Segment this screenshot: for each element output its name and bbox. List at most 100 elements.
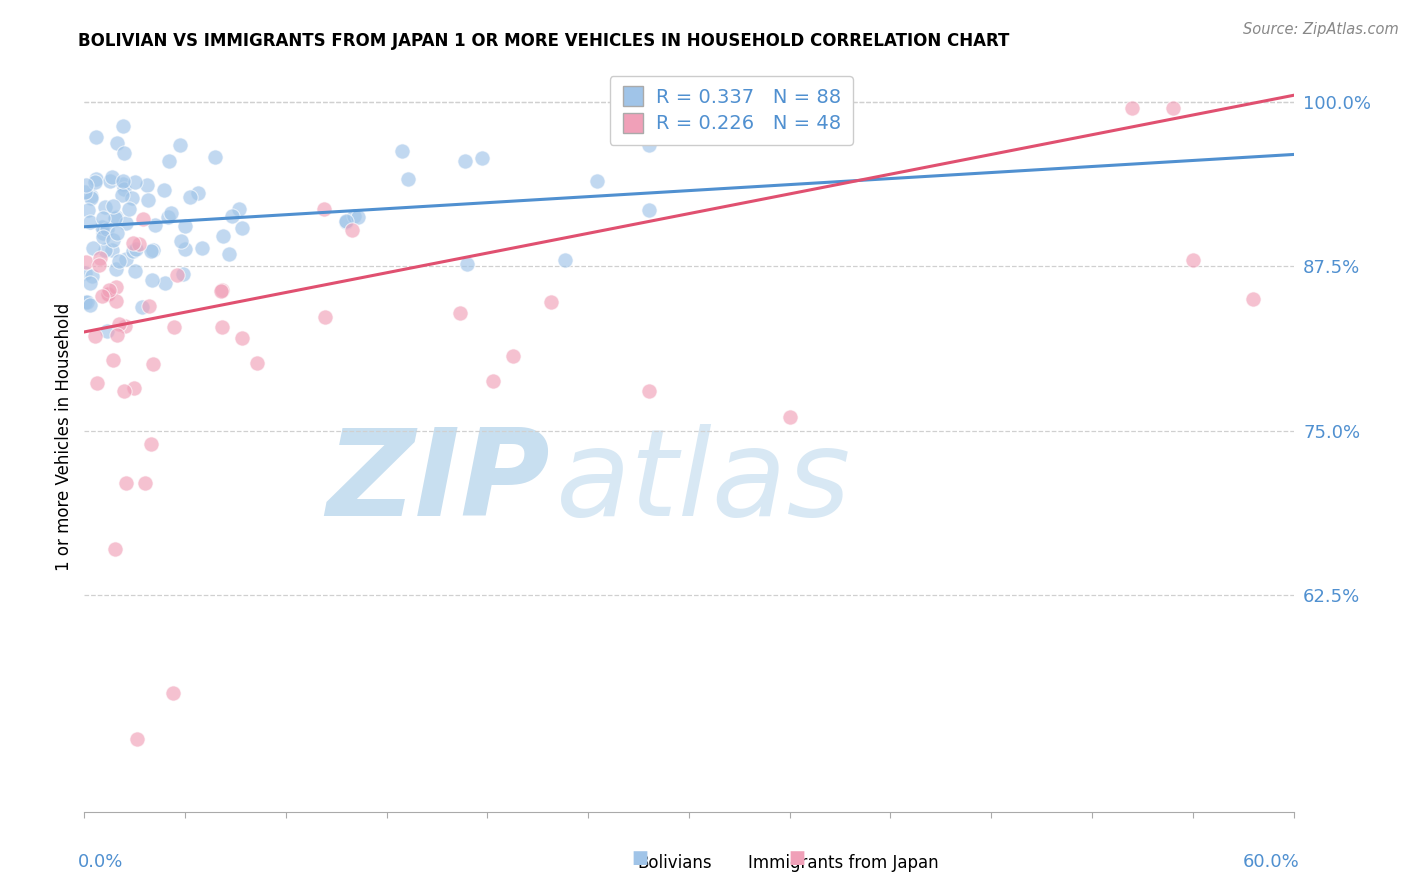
Point: [89, 251, 111, 265]
Point: [104, 541, 127, 556]
Point: [1241, 292, 1264, 306]
Point: [554, 253, 576, 268]
Text: Immigrants from Japan: Immigrants from Japan: [748, 855, 939, 872]
Point: [117, 202, 139, 217]
Point: [75, 254, 97, 268]
Point: [125, 242, 148, 256]
Text: 0.0%: 0.0%: [79, 853, 124, 871]
Point: [586, 173, 609, 187]
Point: [84, 329, 107, 343]
Point: [1121, 102, 1143, 116]
Point: [179, 189, 201, 203]
Point: [122, 381, 145, 395]
Point: [343, 209, 366, 223]
Point: [170, 234, 193, 248]
Point: [105, 262, 128, 277]
Point: [75, 266, 97, 280]
Point: [211, 319, 233, 334]
Point: [159, 206, 181, 220]
Point: [141, 272, 163, 286]
Point: [335, 214, 357, 228]
Point: [162, 686, 184, 700]
Text: ■: ■: [789, 849, 806, 867]
Point: [90, 219, 112, 234]
Point: [211, 284, 233, 298]
Point: [204, 150, 226, 164]
Point: [79, 276, 101, 290]
Point: [456, 257, 478, 271]
Point: [80, 190, 103, 204]
Point: [153, 183, 176, 197]
Point: [84, 129, 107, 144]
Point: [107, 254, 129, 268]
Text: atlas: atlas: [555, 424, 851, 541]
Point: [1181, 252, 1204, 267]
Text: 60.0%: 60.0%: [1243, 853, 1299, 871]
Point: [449, 306, 471, 320]
Point: [91, 230, 114, 244]
Point: [75, 294, 97, 309]
Point: [96, 324, 118, 338]
Point: [131, 300, 153, 314]
Point: [105, 210, 128, 224]
Point: [135, 178, 157, 192]
Point: [454, 154, 477, 169]
Point: [166, 268, 188, 282]
Point: [187, 186, 209, 201]
Point: [346, 210, 368, 224]
Point: [124, 264, 146, 278]
Point: [97, 286, 120, 301]
Point: [128, 237, 150, 252]
Point: [94, 200, 117, 214]
Point: [82, 241, 104, 255]
Point: [246, 356, 269, 370]
Point: [112, 182, 135, 196]
Point: [112, 146, 135, 161]
Point: [111, 188, 134, 202]
Point: [174, 219, 197, 233]
Point: [1161, 102, 1184, 116]
Point: [169, 138, 191, 153]
Point: [122, 244, 145, 258]
Point: [141, 244, 163, 258]
Point: [84, 172, 107, 186]
Point: [84, 175, 107, 189]
Point: [87, 258, 110, 272]
Point: [75, 178, 97, 192]
Text: Bolivians: Bolivians: [637, 855, 713, 872]
Point: [76, 202, 98, 217]
Point: [93, 227, 115, 241]
Point: [112, 177, 135, 191]
Point: [314, 310, 336, 325]
Point: [141, 244, 163, 259]
Point: [502, 350, 524, 364]
Point: [101, 169, 124, 184]
Point: [94, 243, 117, 257]
Point: [209, 284, 232, 298]
Point: [90, 289, 112, 303]
Point: [93, 211, 115, 225]
Point: [540, 294, 562, 309]
Point: [163, 319, 186, 334]
Point: [97, 283, 120, 297]
Point: [139, 436, 162, 450]
Point: [100, 244, 122, 258]
Point: [312, 202, 335, 216]
Point: [637, 138, 659, 153]
Point: [218, 246, 240, 260]
Point: [228, 202, 250, 217]
Point: [398, 171, 420, 186]
Point: [157, 153, 180, 168]
Point: [104, 211, 127, 226]
Point: [143, 218, 166, 232]
Point: [98, 174, 121, 188]
Point: [637, 384, 659, 398]
Point: [124, 175, 146, 189]
Point: [80, 269, 103, 284]
Point: [142, 357, 165, 371]
Point: [86, 376, 108, 390]
Point: [157, 210, 180, 224]
Point: [340, 222, 363, 236]
Point: [174, 242, 197, 256]
Point: [79, 298, 101, 312]
